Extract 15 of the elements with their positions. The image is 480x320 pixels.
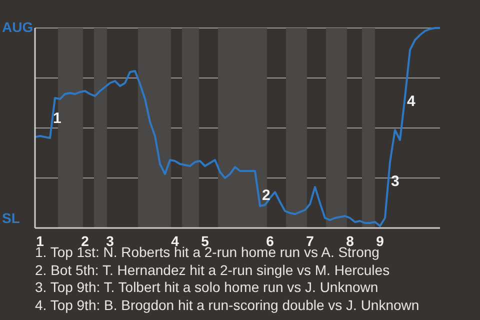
x-tick-label: 9 (376, 232, 384, 249)
annotation: 1 (53, 110, 62, 127)
text: AUG (2, 19, 34, 35)
text: 3. Top 9th: T. Tolbert hit a solo home run vs J. Unknown (35, 279, 380, 296)
annotation: 2 (262, 187, 270, 204)
text: 2. Bot 5th: T. Hernandez hit a 2-run single vs M. Hercules (35, 262, 391, 279)
annotation: 3 (391, 173, 400, 190)
text: SL (2, 210, 20, 226)
x-tick-label: 4 (171, 232, 180, 249)
text: 4. Top 9th: B. Brogdon hit a run-scoring double vs J. Unknown (35, 296, 420, 314)
annotation: 4 (407, 93, 416, 110)
x-tick-label: 2 (81, 232, 90, 249)
x-tick-label: 8 (346, 232, 354, 249)
x-tick-label: 7 (306, 232, 314, 249)
x-tick-label: 6 (266, 232, 274, 249)
